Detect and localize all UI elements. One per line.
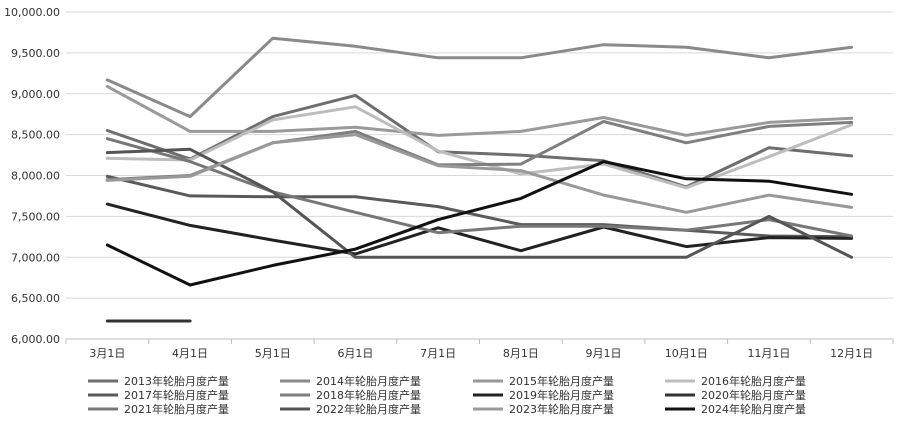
y-tick-label: 8,500.00 bbox=[11, 129, 60, 142]
y-tick-label: 6,500.00 bbox=[11, 292, 60, 305]
series-lines bbox=[105, 36, 854, 323]
legend-label: 2013年轮胎月度产量 bbox=[124, 374, 229, 388]
y-axis: 6,000.00 6,500.00 7,000.00 7,500.00 8,000.00… bbox=[4, 6, 60, 346]
x-tick-label: 7月1日 bbox=[420, 347, 456, 360]
legend-label: 2023年轮胎月度产量 bbox=[509, 402, 614, 416]
series-line-10 bbox=[105, 147, 854, 259]
series-line-9 bbox=[105, 137, 854, 238]
series-line-2 bbox=[105, 36, 854, 119]
legend-label: 2019年轮胎月度产量 bbox=[509, 388, 614, 402]
legend-label: 2017年轮胎月度产量 bbox=[124, 388, 229, 402]
y-tick-label: 8,000.00 bbox=[11, 170, 60, 183]
series-line-3 bbox=[105, 84, 854, 137]
series-line-11 bbox=[105, 133, 854, 214]
y-tick-label: 9,500.00 bbox=[11, 47, 60, 60]
series-line-4 bbox=[105, 105, 854, 190]
legend: 2013年轮胎月度产量 2014年轮胎月度产量 2015年轮胎月度产量 2016年轮胎… bbox=[88, 374, 806, 416]
x-axis: 3月1日 4月1日 5月1日 6月1日 7月1日 8月1日 9月1日 10月1日 11月1日 12… bbox=[65, 338, 894, 360]
legend-label: 2014年轮胎月度产量 bbox=[316, 374, 421, 388]
x-tick-label: 5月1日 bbox=[255, 347, 291, 360]
legend-label: 2020年轮胎月度产量 bbox=[701, 388, 806, 402]
series-line-12 bbox=[105, 160, 854, 287]
x-tick-label: 4月1日 bbox=[172, 347, 208, 360]
legend-label: 2016年轮胎月度产量 bbox=[701, 374, 806, 388]
x-tick-label: 12月1日 bbox=[830, 347, 873, 360]
series-line-1 bbox=[105, 93, 854, 189]
x-tick-label: 10月1日 bbox=[665, 347, 708, 360]
y-tick-label: 10,000.00 bbox=[4, 6, 60, 19]
y-tick-label: 9,000.00 bbox=[11, 88, 60, 101]
x-tick-label: 9月1日 bbox=[586, 347, 622, 360]
legend-label: 2022年轮胎月度产量 bbox=[316, 402, 421, 416]
legend-label: 2018年轮胎月度产量 bbox=[316, 388, 421, 402]
series-line-7 bbox=[105, 202, 854, 256]
x-tick-label: 3月1日 bbox=[89, 347, 125, 360]
x-tick-label: 6月1日 bbox=[337, 347, 373, 360]
y-tick-label: 7,500.00 bbox=[11, 210, 60, 223]
y-tick-label: 6,000.00 bbox=[11, 333, 60, 346]
x-tick-label: 11月1日 bbox=[747, 347, 790, 360]
y-tick-label: 7,000.00 bbox=[11, 251, 60, 264]
legend-label: 2015年轮胎月度产量 bbox=[509, 374, 614, 388]
x-tick-label: 8月1日 bbox=[503, 347, 539, 360]
legend-label: 2024年轮胎月度产量 bbox=[701, 402, 806, 416]
series-line-5 bbox=[105, 174, 854, 239]
legend-label: 2021年轮胎月度产量 bbox=[124, 402, 229, 416]
